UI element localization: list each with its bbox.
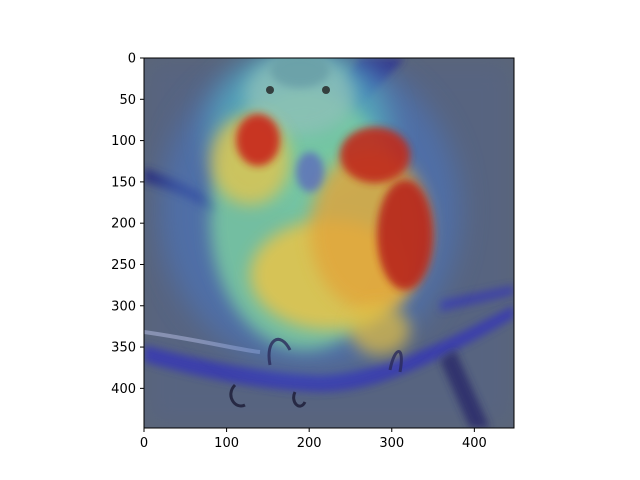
hot-region-right-shoulder xyxy=(340,127,410,183)
y-tick-label: 50 xyxy=(119,93,136,108)
x-tick-label: 400 xyxy=(462,436,487,451)
y-axis: 0 50 100 150 200 250 300 350 400 xyxy=(111,52,144,397)
y-tick-label: 300 xyxy=(111,299,136,314)
y-tick-label: 150 xyxy=(111,175,136,190)
lower-branch xyxy=(144,305,514,392)
bird-feet xyxy=(267,337,403,373)
x-tick-label: 200 xyxy=(297,436,322,451)
bird-eye-left xyxy=(266,86,274,94)
y-tick-label: 100 xyxy=(111,134,136,149)
y-tick-label: 200 xyxy=(111,217,136,232)
plot-area xyxy=(144,58,514,428)
y-tick-label: 250 xyxy=(111,258,136,273)
y-tick-label: 350 xyxy=(111,341,136,356)
x-tick-label: 0 xyxy=(140,436,148,451)
x-axis: 0 100 200 300 400 xyxy=(140,428,487,451)
y-tick-label: 0 xyxy=(128,52,136,67)
hot-region-wing xyxy=(377,180,433,290)
axes-frame xyxy=(143,57,515,429)
bird-eye-right xyxy=(322,86,330,94)
y-tick-label: 400 xyxy=(111,382,136,397)
hot-region-left-shoulder xyxy=(236,114,280,166)
x-tick-label: 300 xyxy=(379,436,404,451)
x-tick-label: 100 xyxy=(214,436,239,451)
